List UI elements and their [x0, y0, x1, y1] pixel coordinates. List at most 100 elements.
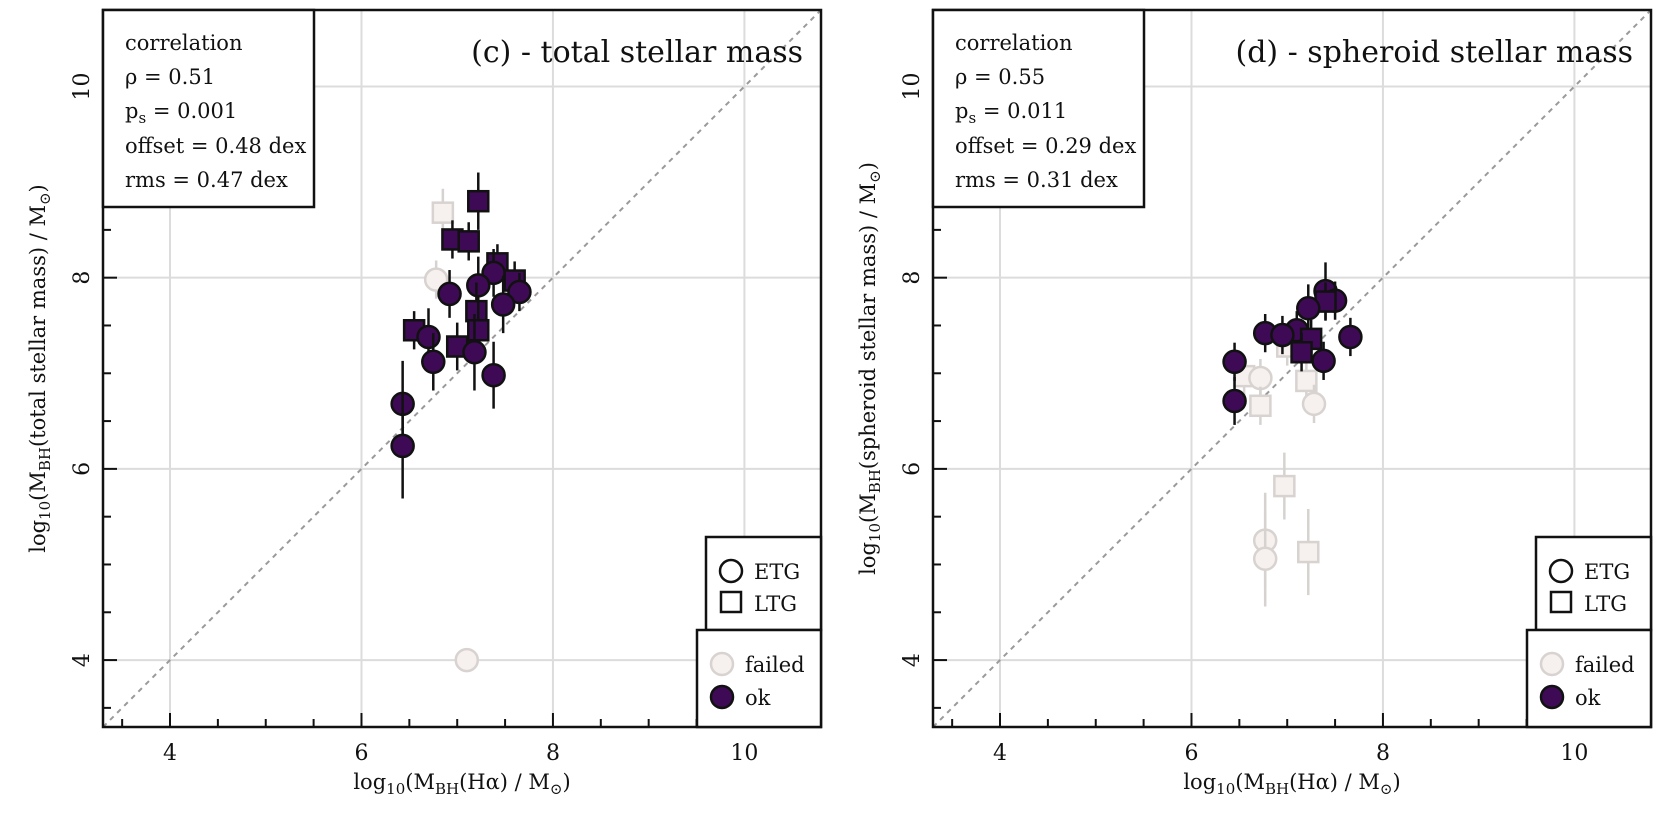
stats-rms: rms = 0.31 dex: [955, 168, 1118, 192]
y-tick-label: 8: [900, 271, 925, 285]
data-point: [1297, 509, 1320, 596]
data-points: [1222, 262, 1363, 607]
data-point: [1273, 452, 1296, 520]
legend-ok-label: ok: [1575, 686, 1601, 710]
legend-status: failed ok: [1525, 628, 1653, 729]
etg-marker: [1338, 324, 1363, 350]
data-point: [454, 647, 480, 673]
ltg-marker: [467, 319, 490, 342]
y-axis-label: log10(MBH(total stellar mass) / M⊙): [26, 184, 54, 553]
data-point: [462, 314, 487, 391]
x-axis-label: log10(MBH(Hα) / M⊙): [353, 770, 570, 798]
legend-ok-marker: [1539, 684, 1565, 710]
ltg-marker: [465, 299, 488, 323]
x-axis-label: log10(MBH(Hα) / M⊙): [1183, 770, 1400, 798]
x-tick-label: 6: [1184, 741, 1198, 766]
data-point: [1296, 284, 1321, 333]
data-point: [1270, 315, 1295, 355]
y-tick-label: 4: [900, 653, 925, 667]
legend-shape: ETG LTG: [704, 535, 823, 632]
data-point: [1338, 317, 1363, 357]
data-point: [1301, 384, 1327, 423]
data-point: [421, 333, 446, 391]
x-tick-label: 10: [730, 741, 758, 766]
x-tick-label: 4: [993, 741, 1007, 766]
legend-failed-marker: [709, 651, 735, 677]
ltg-marker: [1295, 369, 1318, 393]
y-tick-label: 10: [900, 72, 925, 100]
legend-shape-frame: [1534, 535, 1653, 632]
legend-etg-marker: [718, 558, 744, 584]
etg-marker: [1311, 348, 1336, 374]
correlation-box-frame: [931, 8, 1146, 209]
ltg-marker: [1273, 474, 1296, 498]
etg-marker: [1270, 322, 1295, 348]
data-point: [1222, 377, 1247, 425]
legend-status-frame: [1525, 628, 1653, 729]
legend-etg-label: ETG: [1584, 560, 1630, 584]
legend-shape-frame: [704, 535, 823, 632]
legend-etg-label: ETG: [754, 560, 800, 584]
y-tick-label: 10: [70, 72, 95, 100]
stats-offset: offset = 0.29 dex: [955, 134, 1136, 158]
ltg-marker: [457, 230, 480, 253]
x-tick-label: 8: [1376, 741, 1390, 766]
data-point: [1248, 358, 1273, 398]
legend-ltg-marker: [719, 590, 743, 614]
data-point: [507, 272, 532, 312]
data-point: [457, 222, 480, 261]
ltg-marker: [1297, 540, 1320, 564]
ltg-marker: [467, 189, 490, 213]
etg-marker: [507, 279, 532, 305]
y-tick-label: 4: [70, 653, 95, 667]
panel-title: (d) - spheroid stellar mass: [1235, 35, 1633, 70]
legend-etg-marker: [1548, 558, 1574, 584]
stats-ps: ps = 0.001: [125, 99, 237, 127]
etg-marker: [462, 339, 487, 365]
panel-title: (c) - total stellar mass: [471, 35, 803, 70]
data-point: [437, 270, 462, 318]
etg-marker: [421, 349, 446, 375]
etg-marker: [1296, 296, 1321, 321]
y-tick-label: 8: [70, 271, 95, 285]
plot-frame: [931, 8, 1653, 729]
stats-rho: ρ = 0.55: [955, 65, 1045, 89]
data-point: [1314, 282, 1337, 321]
x-tick-label: 4: [163, 741, 177, 766]
y-axis-label: log10(MBH(spheroid stellar mass) / M⊙): [856, 162, 884, 575]
legend-ltg-marker: [1549, 590, 1573, 614]
etg-marker: [490, 292, 516, 317]
legend-failed-label: failed: [1575, 653, 1635, 677]
data-points: [390, 172, 532, 673]
stats-ps: ps = 0.011: [955, 99, 1067, 127]
etg-marker: [437, 281, 462, 307]
stats-rms: rms = 0.47 dex: [125, 168, 288, 192]
etg-marker: [481, 362, 506, 388]
legend-status-frame: [695, 628, 823, 729]
etg-marker: [1222, 349, 1247, 375]
ltg-marker: [1249, 394, 1272, 418]
etg-marker: [1248, 365, 1273, 391]
plot-frame: [101, 8, 823, 729]
y-tick-label: 6: [70, 462, 95, 476]
etg-marker: [466, 273, 491, 298]
panel-c: 4 6 8 10 4 6 8 10 log10(MBH(Hα) / M⊙) log10(MBH(t…: [26, 8, 823, 798]
x-tick-label: 10: [1560, 741, 1588, 766]
etg-marker: [454, 647, 480, 673]
stats-offset: offset = 0.48 dex: [125, 134, 306, 158]
data-point: [1222, 342, 1247, 381]
correlation-box: correlation ρ = 0.51 ps = 0.001 offset = 0.…: [101, 8, 316, 209]
data-point: [1295, 361, 1318, 401]
y-tick-label: 6: [900, 462, 925, 476]
stats-heading: correlation: [955, 31, 1072, 55]
legend-status: failed ok: [695, 628, 823, 729]
correlation-box-frame: [101, 8, 316, 209]
data-point: [490, 275, 516, 334]
data-point: [1290, 333, 1313, 372]
data-point: [390, 393, 415, 499]
stats-heading: correlation: [125, 31, 242, 55]
legend-ok-marker: [709, 684, 735, 710]
etg-marker: [390, 433, 415, 459]
etg-marker: [1252, 546, 1278, 571]
x-tick-label: 6: [354, 741, 368, 766]
